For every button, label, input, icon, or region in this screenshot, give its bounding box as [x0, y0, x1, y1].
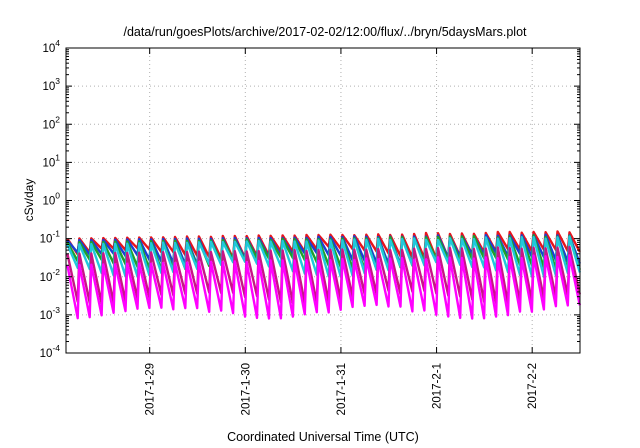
tick-labels: 104 103 102 101 100 10-1 10-2 10-3 10-4 2017-1-29… [40, 38, 540, 415]
series-line [66, 254, 581, 320]
x-axis-label: Coordinated Universal Time (UTC) [227, 430, 419, 444]
x-tick-label: 2017-1-31 [336, 363, 348, 415]
x-tick-label: 2017-2-2 [527, 363, 539, 409]
x-tick-label: 2017-1-29 [145, 363, 157, 415]
chart-title: /data/run/goesPlots/archive/2017-02-02/1… [123, 25, 527, 39]
y-axis-label: cSv/day [22, 179, 36, 222]
y-tick-label: 101 [42, 152, 60, 169]
y-tick-label: 103 [42, 76, 60, 93]
y-tick-label: 102 [42, 114, 60, 131]
x-tick-label: 2017-1-30 [240, 363, 252, 415]
y-tick-label: 104 [42, 38, 60, 55]
x-tick-label: 2017-2-1 [432, 363, 444, 409]
y-tick-label: 10-1 [40, 229, 61, 246]
y-tick-label: 10-2 [40, 267, 61, 284]
y-tick-label: 100 [42, 191, 60, 208]
axes [65, 47, 581, 354]
series-line [66, 235, 581, 278]
grid [66, 48, 580, 353]
series-line [66, 245, 581, 305]
plot-frame [65, 47, 581, 354]
y-tick-label: 10-4 [40, 343, 61, 360]
y-tick-label: 10-3 [40, 305, 61, 322]
series-group [66, 230, 581, 320]
